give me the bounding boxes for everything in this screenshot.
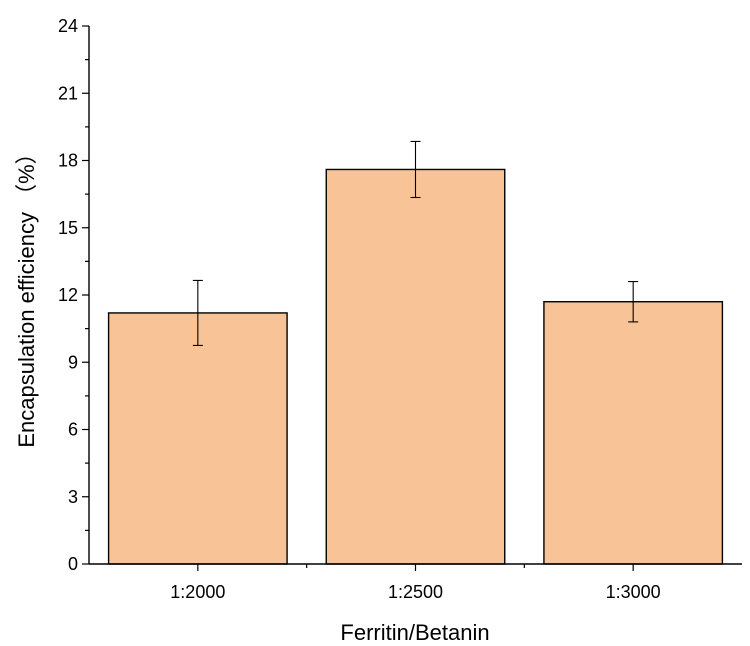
y-tick-label: 21 — [58, 83, 78, 103]
x-tick-label: 1:2500 — [388, 582, 443, 602]
y-tick-label: 15 — [58, 218, 78, 238]
x-axis: 1:2000 1:2500 1:3000 — [89, 563, 742, 602]
bar — [325, 168, 506, 565]
y-tick-label: 3 — [68, 487, 78, 507]
y-tick-label: 12 — [58, 285, 78, 305]
x-tick-label: 1:2000 — [170, 582, 225, 602]
bar — [543, 301, 724, 565]
y-tick-label: 0 — [68, 554, 78, 574]
error-bars-group — [192, 140, 639, 346]
y-tick-label: 6 — [68, 420, 78, 440]
y-axis-title: Encapsulation efficiency （%） — [14, 142, 39, 447]
error-bar — [628, 280, 639, 323]
bar — [107, 312, 288, 565]
error-bar — [192, 279, 203, 346]
x-tick-label: 1:3000 — [606, 582, 661, 602]
bars-group — [107, 168, 724, 565]
y-tick-label: 18 — [58, 151, 78, 171]
error-bar — [410, 140, 421, 199]
y-tick-label: 24 — [58, 16, 78, 36]
y-tick-label: 9 — [68, 352, 78, 372]
y-axis: 0 3 6 9 12 15 18 21 24 — [58, 16, 90, 574]
x-axis-title: Ferritin/Betanin — [340, 620, 489, 645]
